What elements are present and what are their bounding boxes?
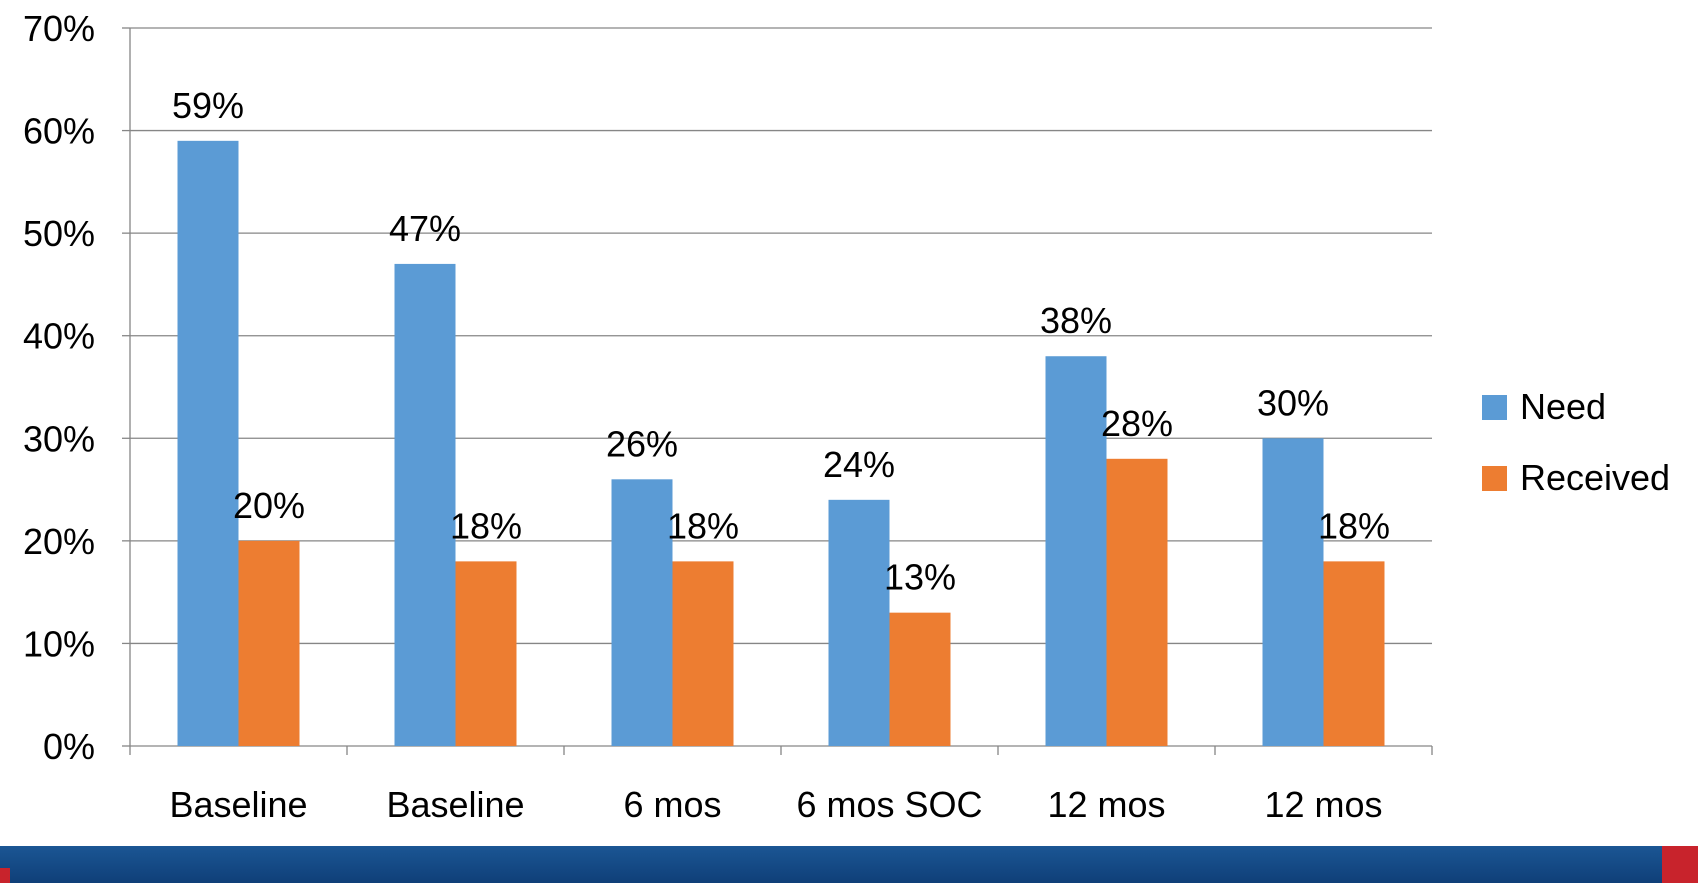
data-label-need-4: 38% <box>1040 300 1112 341</box>
data-label-need-1: 47% <box>389 208 461 249</box>
legend-swatch-need <box>1482 395 1507 420</box>
data-label-received-2: 18% <box>667 505 739 546</box>
bar-received-5 <box>1323 561 1385 746</box>
bar-received-3 <box>889 612 951 746</box>
bar-need-1 <box>394 263 456 746</box>
data-label-need-5: 30% <box>1257 382 1329 423</box>
x-category-label: 6 mos SOC <box>796 784 982 825</box>
legend-label-received: Received <box>1520 457 1670 498</box>
y-tick-label: 60% <box>23 111 95 152</box>
data-label-received-1: 18% <box>450 505 522 546</box>
y-tick-label: 30% <box>23 418 95 459</box>
bar-received-1 <box>455 561 517 746</box>
data-label-need-2: 26% <box>606 423 678 464</box>
legend-swatch-received <box>1482 466 1507 491</box>
x-category-label: Baseline <box>169 784 307 825</box>
bar-need-2 <box>611 479 673 746</box>
data-label-received-4: 28% <box>1101 403 1173 444</box>
footer-logo <box>0 868 10 883</box>
data-label-need-3: 24% <box>823 444 895 485</box>
y-tick-label: 0% <box>43 726 95 767</box>
x-category-label: Baseline <box>386 784 524 825</box>
y-tick-label: 10% <box>23 623 95 664</box>
y-tick-label: 20% <box>23 521 95 562</box>
bar-received-0 <box>238 540 300 746</box>
bar-need-3 <box>828 499 890 746</box>
x-category-label: 12 mos <box>1264 784 1382 825</box>
footer-accent <box>1662 846 1698 883</box>
bar-need-5 <box>1262 438 1324 746</box>
data-label-need-0: 59% <box>172 85 244 126</box>
data-label-received-5: 18% <box>1318 505 1390 546</box>
x-category-label: 12 mos <box>1047 784 1165 825</box>
bar-received-4 <box>1106 458 1168 746</box>
x-category-label: 6 mos <box>623 784 721 825</box>
y-tick-label: 40% <box>23 316 95 357</box>
bar-received-2 <box>672 561 734 746</box>
bar-need-4 <box>1045 356 1107 746</box>
y-tick-label: 70% <box>23 8 95 49</box>
footer-band <box>0 846 1698 883</box>
data-label-received-0: 20% <box>233 485 305 526</box>
legend-label-need: Need <box>1520 386 1606 427</box>
data-label-received-3: 13% <box>884 557 956 598</box>
bar-need-0 <box>177 140 239 747</box>
y-tick-label: 50% <box>23 213 95 254</box>
